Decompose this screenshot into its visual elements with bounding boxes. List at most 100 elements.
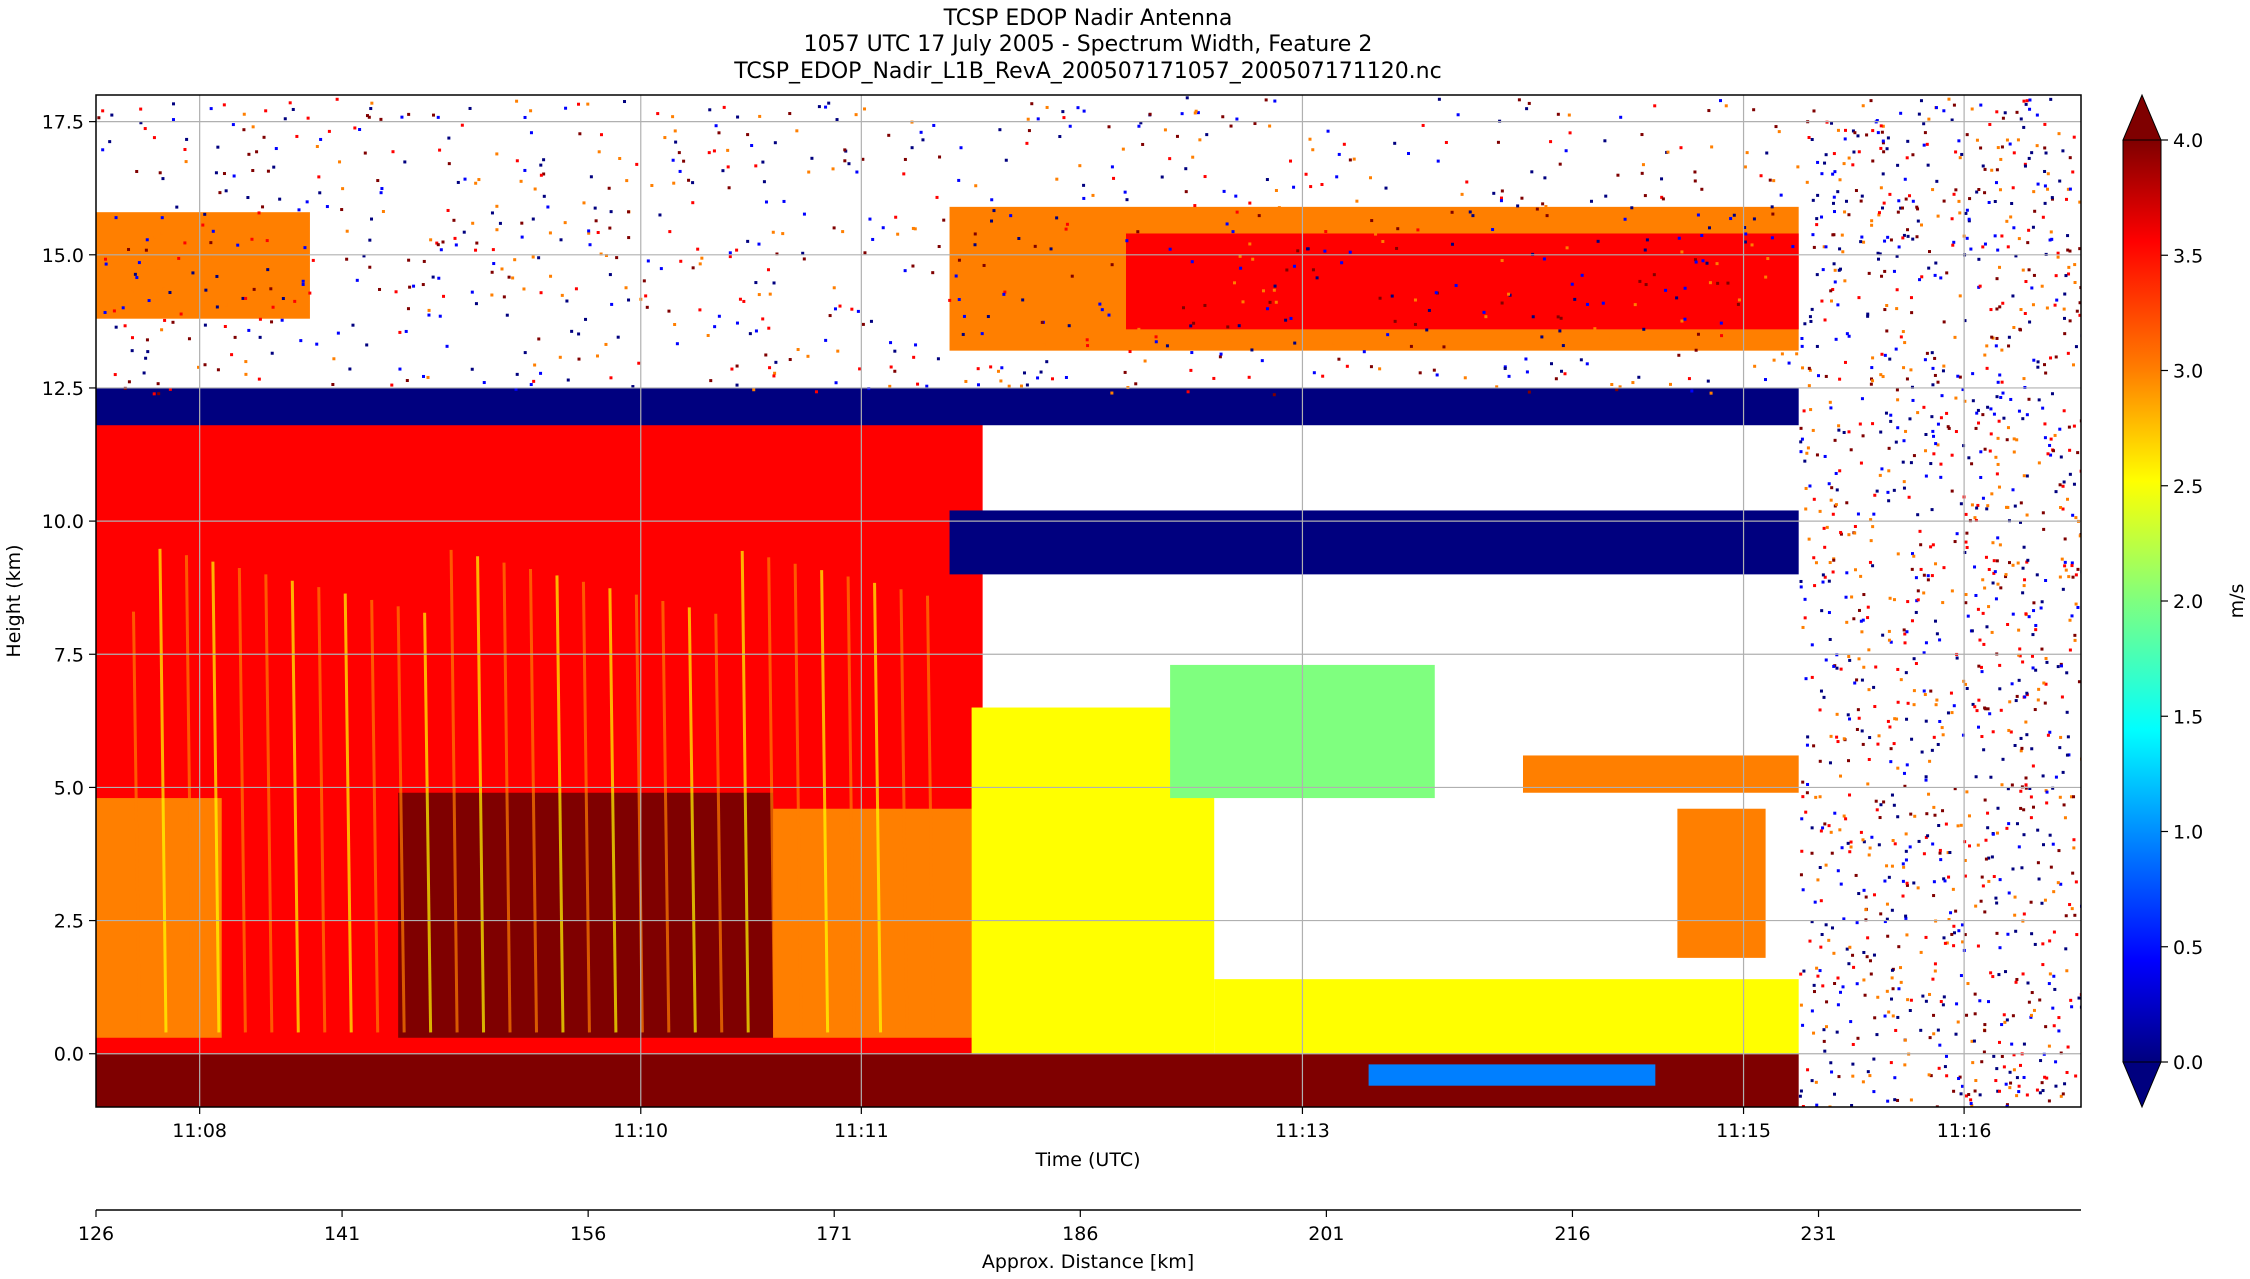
noise-speck bbox=[1068, 328, 1072, 332]
noise-speck bbox=[2014, 980, 2018, 984]
noise-speck bbox=[1987, 200, 1991, 204]
noise-speck bbox=[919, 130, 923, 134]
noise-speck bbox=[1803, 322, 1807, 326]
noise-speck bbox=[1885, 917, 1889, 921]
noise-speck bbox=[1842, 430, 1846, 434]
noise-speck bbox=[761, 160, 765, 164]
noise-speck bbox=[957, 298, 961, 302]
noise-speck bbox=[2000, 348, 2004, 352]
noise-speck bbox=[1857, 892, 1861, 896]
noise-speck bbox=[515, 372, 519, 376]
noise-speck bbox=[1799, 1003, 1803, 1007]
noise-speck bbox=[659, 267, 663, 271]
noise-speck bbox=[1928, 759, 1932, 763]
noise-speck bbox=[1910, 619, 1914, 623]
noise-speck bbox=[1834, 503, 1838, 507]
noise-speck bbox=[447, 162, 451, 166]
noise-speck bbox=[1917, 112, 1921, 116]
noise-speck bbox=[1839, 882, 1843, 886]
noise-speck bbox=[318, 191, 322, 195]
noise-speck bbox=[2025, 99, 2029, 103]
noise-speck bbox=[1308, 137, 1312, 141]
noise-speck bbox=[2032, 609, 2036, 613]
noise-speck bbox=[1981, 496, 1985, 500]
noise-speck bbox=[1134, 382, 1138, 386]
heatmap-streak bbox=[317, 587, 327, 1033]
noise-speck bbox=[1931, 543, 1935, 547]
noise-speck bbox=[2010, 201, 2014, 205]
noise-speck bbox=[1814, 561, 1818, 565]
noise-speck bbox=[795, 129, 799, 133]
noise-speck bbox=[1994, 344, 1998, 348]
noise-speck bbox=[1880, 467, 1884, 471]
noise-speck bbox=[2041, 843, 2045, 847]
noise-speck bbox=[1454, 284, 1458, 288]
noise-speck bbox=[1841, 985, 1845, 989]
noise-speck bbox=[1042, 343, 1046, 347]
secondary-ticks: 126 141 156 171 186 201 216 231 bbox=[78, 1210, 1837, 1245]
noise-speck bbox=[1110, 165, 1114, 169]
noise-speck bbox=[511, 276, 515, 280]
heatmap-region bbox=[96, 387, 1799, 426]
noise-speck bbox=[577, 357, 581, 361]
noise-speck bbox=[405, 379, 409, 383]
noise-speck bbox=[143, 127, 147, 131]
noise-speck bbox=[1965, 790, 1969, 794]
noise-speck bbox=[717, 314, 721, 318]
noise-speck bbox=[470, 367, 474, 371]
noise-speck bbox=[1819, 945, 1823, 949]
noise-speck bbox=[2005, 1018, 2009, 1022]
noise-speck bbox=[1979, 665, 1983, 669]
noise-speck bbox=[1963, 319, 1967, 323]
noise-speck bbox=[1137, 327, 1141, 331]
noise-speck bbox=[836, 349, 840, 353]
noise-speck bbox=[1939, 475, 1943, 479]
noise-speck bbox=[610, 302, 614, 306]
noise-speck bbox=[1861, 838, 1865, 842]
noise-speck bbox=[1976, 607, 1980, 611]
noise-speck bbox=[1832, 1092, 1836, 1096]
noise-speck bbox=[1950, 711, 1954, 715]
noise-speck bbox=[1061, 110, 1065, 114]
noise-speck bbox=[533, 187, 537, 191]
noise-speck bbox=[1909, 368, 1913, 372]
noise-speck bbox=[2030, 654, 2034, 658]
noise-speck bbox=[1272, 288, 1276, 292]
noise-speck bbox=[1759, 174, 1763, 178]
noise-speck bbox=[1875, 1033, 1879, 1037]
y-tick-label: 12.5 bbox=[42, 378, 84, 400]
noise-speck bbox=[1272, 393, 1276, 397]
noise-speck bbox=[1957, 199, 1961, 203]
noise-speck bbox=[1807, 135, 1811, 139]
noise-speck bbox=[1991, 730, 1995, 734]
noise-speck bbox=[1964, 593, 1968, 597]
noise-speck bbox=[2033, 942, 2037, 946]
noise-speck bbox=[2054, 274, 2058, 278]
noise-speck bbox=[1326, 129, 1330, 133]
noise-speck bbox=[2023, 695, 2027, 699]
noise-speck bbox=[2061, 587, 2065, 591]
noise-speck bbox=[1855, 678, 1859, 682]
noise-speck bbox=[1909, 461, 1913, 465]
noise-speck bbox=[1887, 469, 1891, 473]
noise-speck bbox=[1924, 778, 1928, 782]
noise-speck bbox=[677, 151, 681, 155]
noise-speck bbox=[1856, 134, 1860, 138]
noise-speck bbox=[2049, 97, 2053, 101]
noise-speck bbox=[1612, 257, 1616, 261]
noise-speck bbox=[1186, 390, 1190, 394]
noise-speck bbox=[1923, 358, 1927, 362]
noise-speck bbox=[1846, 841, 1850, 845]
noise-speck bbox=[1986, 504, 1990, 508]
noise-speck bbox=[2041, 511, 2045, 515]
noise-speck bbox=[152, 136, 156, 140]
noise-speck bbox=[2044, 151, 2048, 155]
heatmap-streak bbox=[793, 563, 803, 1033]
noise-speck bbox=[1791, 245, 1795, 249]
noise-speck bbox=[529, 383, 533, 387]
noise-speck bbox=[1885, 902, 1889, 906]
noise-speck bbox=[209, 107, 213, 111]
noise-speck bbox=[515, 99, 519, 103]
noise-speck bbox=[1800, 344, 1804, 348]
plot-area bbox=[96, 95, 2081, 1107]
